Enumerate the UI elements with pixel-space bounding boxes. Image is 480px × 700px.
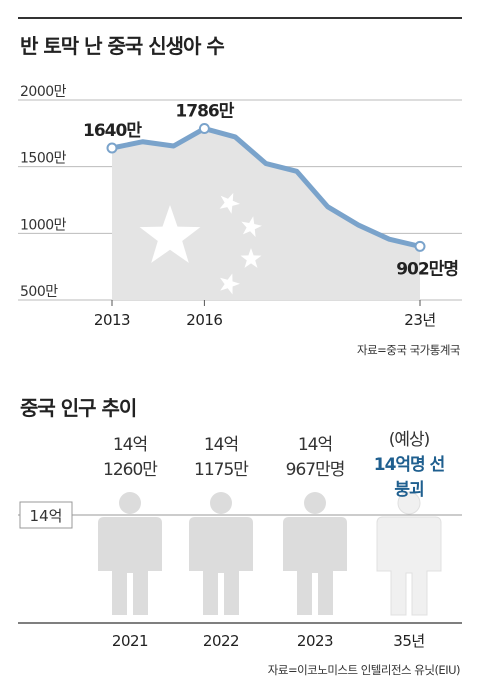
y-tick-label: 1000만 (20, 217, 67, 233)
population-figures (98, 491, 442, 616)
pop-label-2035-line1: (예상) (388, 430, 431, 450)
data-label: 1786만 (175, 102, 234, 122)
x-tick-label: 2013 (94, 311, 130, 329)
x-category-label: 35년 (393, 632, 424, 650)
chart1-source: 자료=중국 국가통계국 (356, 343, 461, 357)
data-point (106, 142, 118, 154)
births-area (112, 128, 420, 300)
pop-label-2023-line2: 967만명 (285, 460, 346, 480)
star-icon (139, 205, 201, 263)
person-figure (376, 491, 442, 616)
person-figure (98, 492, 162, 615)
pop-label-2021-line2: 1260만 (103, 460, 158, 480)
chart1-y-axis-labels: 2000만 1500만 1000만 500만 (20, 84, 67, 300)
star-icon (219, 192, 240, 214)
x-category-label: 2021 (112, 632, 148, 650)
person-figure (189, 492, 253, 615)
data-label: 902만명 (396, 259, 458, 279)
pop-label-2022: 14억 1175만 (161, 433, 281, 483)
chart2-x-axis-labels: 2021 2022 2023 35년 (112, 632, 425, 650)
x-category-label: 2022 (203, 632, 239, 650)
x-tick-label: 23년 (404, 311, 435, 329)
pop-label-2023: 14억 967만명 (255, 433, 375, 483)
chart1-x-axis-labels: 2013 2016 23년 (94, 311, 436, 329)
pop-label-2021: 14억 1260만 (70, 433, 190, 483)
pop-label-2022-line1: 14억 (203, 435, 239, 455)
chart2-title: 중국 인구 추이 (20, 396, 137, 420)
births-area-chart: 2000만 1500만 1000만 500만 1640만 1786만 902만명 2013… (18, 84, 462, 329)
china-flag-stars (139, 192, 262, 295)
x-tick-label: 2016 (186, 311, 222, 329)
chart2-source: 자료=이코노미스트 인텔리전스 유닛(EIU) (267, 663, 461, 677)
pop-label-2022-line2: 1175만 (194, 460, 249, 480)
pop-label-2035-line2: 14억명 선 (373, 455, 446, 475)
pop-label-2021-line1: 14억 (112, 435, 148, 455)
y-tick-label: 2000만 (20, 84, 67, 100)
chart1-title: 반 토막 난 중국 신생아 수 (20, 34, 225, 58)
pop-label-2023-line1: 14억 (297, 435, 333, 455)
x-category-label: 2023 (297, 632, 333, 650)
population-figure-chart: 14억 2021 2022 2023 35년 (18, 491, 462, 650)
star-icon (240, 248, 262, 268)
star-icon (220, 273, 240, 295)
reference-label: 14억 (30, 507, 63, 525)
reference-label-box (19, 501, 73, 529)
chart1-top-rule (18, 17, 462, 19)
data-point (414, 240, 426, 252)
y-tick-label: 500만 (20, 284, 58, 300)
pop-label-2035: (예상) 14억명 선 붕괴 (349, 428, 469, 503)
chart1-annotations: 1640만 1786만 902만명 (83, 102, 459, 280)
chart1-x-ticks (111, 300, 421, 306)
star-icon (241, 216, 262, 237)
pop-label-2035-line3: 붕괴 (394, 480, 424, 500)
chart1-points (106, 123, 426, 252)
data-point (198, 123, 210, 135)
y-tick-label: 1500만 (20, 151, 67, 167)
births-line (109, 126, 423, 249)
data-label: 1640만 (83, 121, 142, 141)
person-figure (283, 492, 347, 615)
